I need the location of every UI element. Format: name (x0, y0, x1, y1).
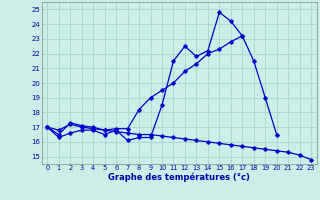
X-axis label: Graphe des températures (°c): Graphe des températures (°c) (108, 173, 250, 182)
